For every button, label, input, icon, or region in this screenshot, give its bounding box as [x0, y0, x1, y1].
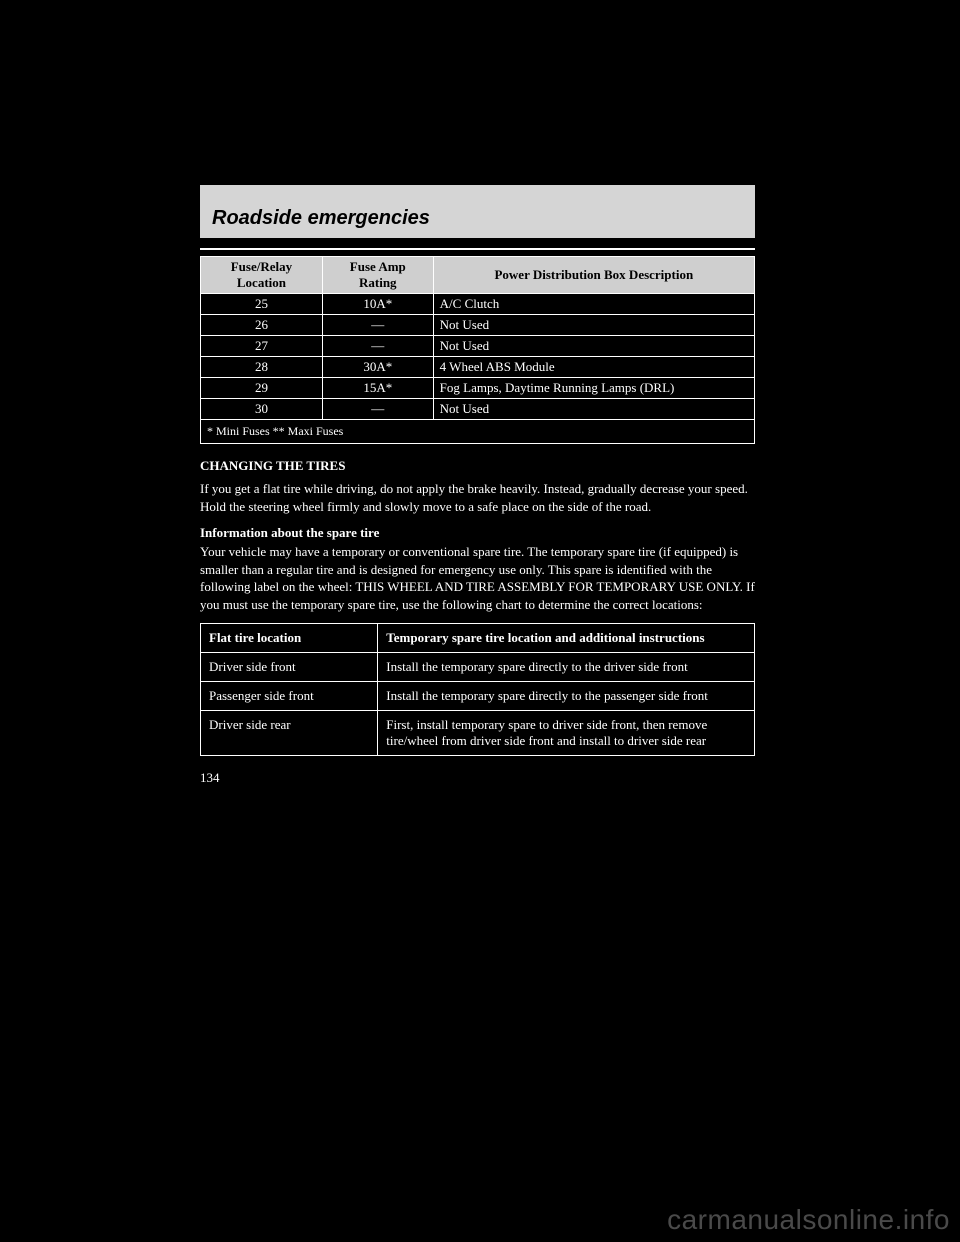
cell-loc: 25: [201, 294, 323, 315]
header-divider: [200, 248, 755, 250]
tire-paragraph: If you get a flat tire while driving, do…: [200, 480, 755, 515]
table-row: Driver side front Install the temporary …: [201, 653, 755, 682]
cell-amp: —: [322, 399, 433, 420]
cell-amp: 15A*: [322, 378, 433, 399]
cell-loc: 27: [201, 336, 323, 357]
col-fuse-location: Fuse/RelayLocation: [201, 257, 323, 294]
page-header: Roadside emergencies: [200, 185, 755, 238]
table-note: * Mini Fuses ** Maxi Fuses: [201, 420, 755, 444]
cell-left: Passenger side front: [201, 682, 378, 711]
page-number: 134: [200, 770, 755, 786]
cell-loc: 30: [201, 399, 323, 420]
table-row: 25 10A* A/C Clutch: [201, 294, 755, 315]
cell-left: Driver side rear: [201, 711, 378, 756]
col-fuse-desc: Power Distribution Box Description: [433, 257, 754, 294]
table-note-row: * Mini Fuses ** Maxi Fuses: [201, 420, 755, 444]
section-title-tires: CHANGING THE TIRES: [200, 458, 755, 474]
cell-right: Install the temporary spare directly to …: [378, 682, 755, 711]
cell-loc: 26: [201, 315, 323, 336]
table-row: 28 30A* 4 Wheel ABS Module: [201, 357, 755, 378]
cell-loc: 28: [201, 357, 323, 378]
cell-desc: Not Used: [433, 399, 754, 420]
table-row: 29 15A* Fog Lamps, Daytime Running Lamps…: [201, 378, 755, 399]
cell-right: First, install temporary spare to driver…: [378, 711, 755, 756]
spare-tire-paragraph: Your vehicle may have a temporary or con…: [200, 543, 755, 613]
fuse-table: Fuse/RelayLocation Fuse AmpRating Power …: [200, 256, 755, 444]
table-row: Flat tire location Temporary spare tire …: [201, 624, 755, 653]
table-row: 27 — Not Used: [201, 336, 755, 357]
spare-tire-subtitle: Information about the spare tire: [200, 525, 755, 541]
cell-right: Temporary spare tire location and additi…: [378, 624, 755, 653]
cell-amp: 10A*: [322, 294, 433, 315]
cell-loc: 29: [201, 378, 323, 399]
document-page: Roadside emergencies Fuse/RelayLocation …: [200, 185, 755, 786]
table-row: 26 — Not Used: [201, 315, 755, 336]
col-fuse-amp: Fuse AmpRating: [322, 257, 433, 294]
cell-amp: —: [322, 315, 433, 336]
cell-left: Flat tire location: [201, 624, 378, 653]
spare-tire-table: Flat tire location Temporary spare tire …: [200, 623, 755, 756]
cell-amp: —: [322, 336, 433, 357]
table-header-row: Fuse/RelayLocation Fuse AmpRating Power …: [201, 257, 755, 294]
table-row: Passenger side front Install the tempora…: [201, 682, 755, 711]
cell-desc: Not Used: [433, 336, 754, 357]
table-row: Driver side rear First, install temporar…: [201, 711, 755, 756]
page-title: Roadside emergencies: [212, 207, 430, 229]
cell-left: Driver side front: [201, 653, 378, 682]
cell-amp: 30A*: [322, 357, 433, 378]
watermark: carmanualsonline.info: [657, 1198, 960, 1242]
cell-desc: 4 Wheel ABS Module: [433, 357, 754, 378]
cell-desc: Fog Lamps, Daytime Running Lamps (DRL): [433, 378, 754, 399]
cell-desc: A/C Clutch: [433, 294, 754, 315]
cell-right: Install the temporary spare directly to …: [378, 653, 755, 682]
table-row: 30 — Not Used: [201, 399, 755, 420]
cell-desc: Not Used: [433, 315, 754, 336]
